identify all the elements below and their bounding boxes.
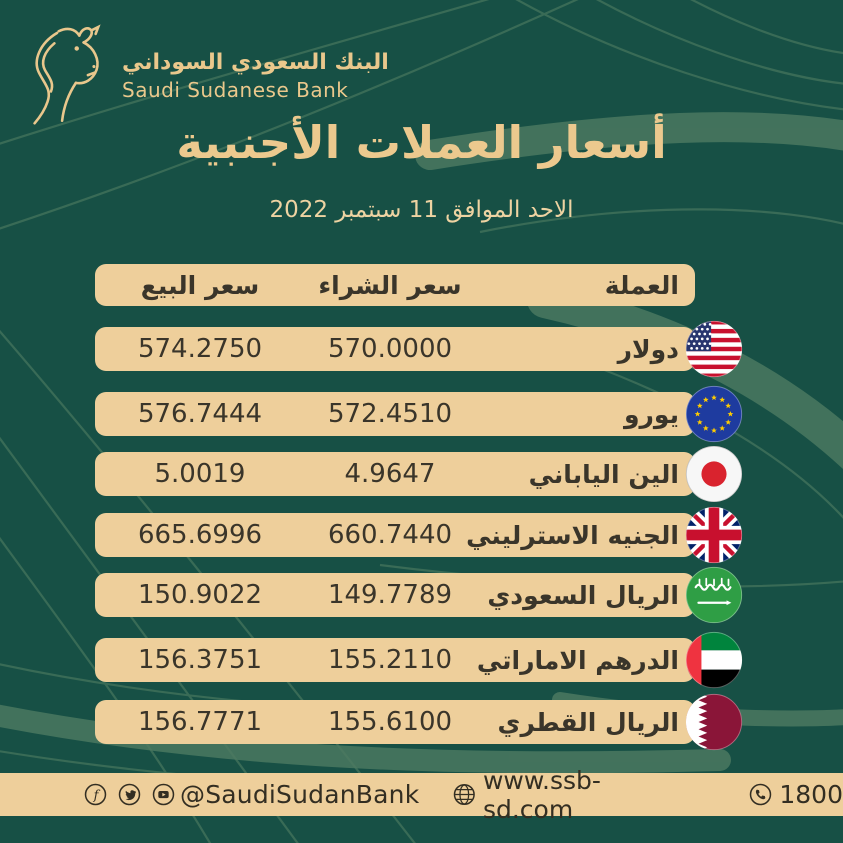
date-line: الاحد الموافق 11 سبتمبر 2022 (269, 197, 574, 223)
table-header-row: سعر البيع سعر الشراء العملة (95, 264, 695, 306)
bank-logo-horse-icon (33, 24, 101, 125)
table-row: 576.7444 572.4510 يورو (95, 385, 743, 443)
buy-value: 660.7440 (327, 520, 453, 550)
currency-name: الريال السعودي (487, 580, 679, 610)
sell-value: 665.6996 (137, 520, 263, 550)
us-flag-icon (685, 320, 743, 378)
currency-name: الين الياباني (528, 459, 679, 489)
buy-value: 149.7789 (327, 580, 453, 610)
currency-name: دولار (617, 334, 679, 364)
brand-header: البنك السعودي السوداني Saudi Sudanese Ba… (26, 24, 389, 128)
social-handle: @SaudiSudanBank (180, 780, 420, 809)
table-row: 156.7771 155.6100 الريال القطري (95, 693, 743, 751)
website-group: www.ssb-sd.com (453, 766, 687, 824)
social-icons: f (84, 783, 175, 806)
currency-name: الدرهم الاماراتي (476, 645, 679, 675)
sell-value: 576.7444 (137, 399, 263, 429)
japan-flag-icon (685, 445, 743, 503)
brand-name: البنك السعودي السوداني Saudi Sudanese Ba… (122, 49, 389, 103)
sell-value: 156.7771 (137, 707, 263, 737)
buy-value: 4.9647 (344, 459, 436, 489)
brand-name-arabic: البنك السعودي السوداني (122, 50, 389, 76)
table-row: 156.3751 155.2110 الدرهم الاماراتي (95, 631, 743, 689)
buy-value: 155.6100 (327, 707, 453, 737)
brand-name-english: Saudi Sudanese Bank (122, 77, 349, 102)
column-header-sell: سعر البيع (140, 270, 260, 300)
facebook-icon: f (84, 783, 107, 806)
sell-value: 150.9022 (137, 580, 263, 610)
svg-text:f: f (93, 788, 101, 803)
sell-value: 156.3751 (137, 645, 263, 675)
saudi-arabia-flag-icon (685, 566, 743, 624)
globe-icon (454, 783, 476, 806)
column-header-currency: العملة (604, 270, 679, 300)
website-url: www.ssb-sd.com (482, 765, 601, 824)
buy-value: 570.0000 (327, 334, 453, 364)
phone-number: 1800 (779, 780, 843, 809)
sell-value: 5.0019 (154, 459, 246, 489)
table-row: 574.2750 570.0000 دولار (95, 320, 743, 378)
uae-flag-icon (685, 631, 743, 689)
buy-value: 155.2110 (327, 645, 453, 675)
eu-flag-icon (685, 385, 743, 443)
phone-icon (750, 783, 772, 806)
youtube-icon (152, 783, 175, 806)
twitter-icon (118, 783, 141, 806)
table-row: 150.9022 149.7789 الريال السعودي (95, 566, 743, 624)
uk-flag-icon (685, 506, 743, 564)
rates-table: سعر البيع سعر الشراء العملة 574.2750 570… (95, 264, 745, 751)
page-title: أسعار العملات الأجنبية (176, 116, 667, 169)
table-row: 665.6996 660.7440 الجنيه الاسترليني (95, 506, 743, 564)
sell-value: 574.2750 (137, 334, 263, 364)
currency-name: يورو (624, 399, 679, 429)
table-row: 5.0019 4.9647 الين الياباني (95, 445, 743, 503)
column-header-buy: سعر الشراء (318, 270, 462, 300)
qatar-flag-icon (685, 693, 743, 751)
phone-group: 1800 (749, 780, 843, 809)
currency-name: الجنيه الاسترليني (466, 520, 679, 550)
footer-bar: f @SaudiSudanBank www.ssb-sd.com 1800 (0, 766, 843, 824)
buy-value: 572.4510 (327, 399, 453, 429)
currency-name: الريال القطري (497, 707, 679, 737)
